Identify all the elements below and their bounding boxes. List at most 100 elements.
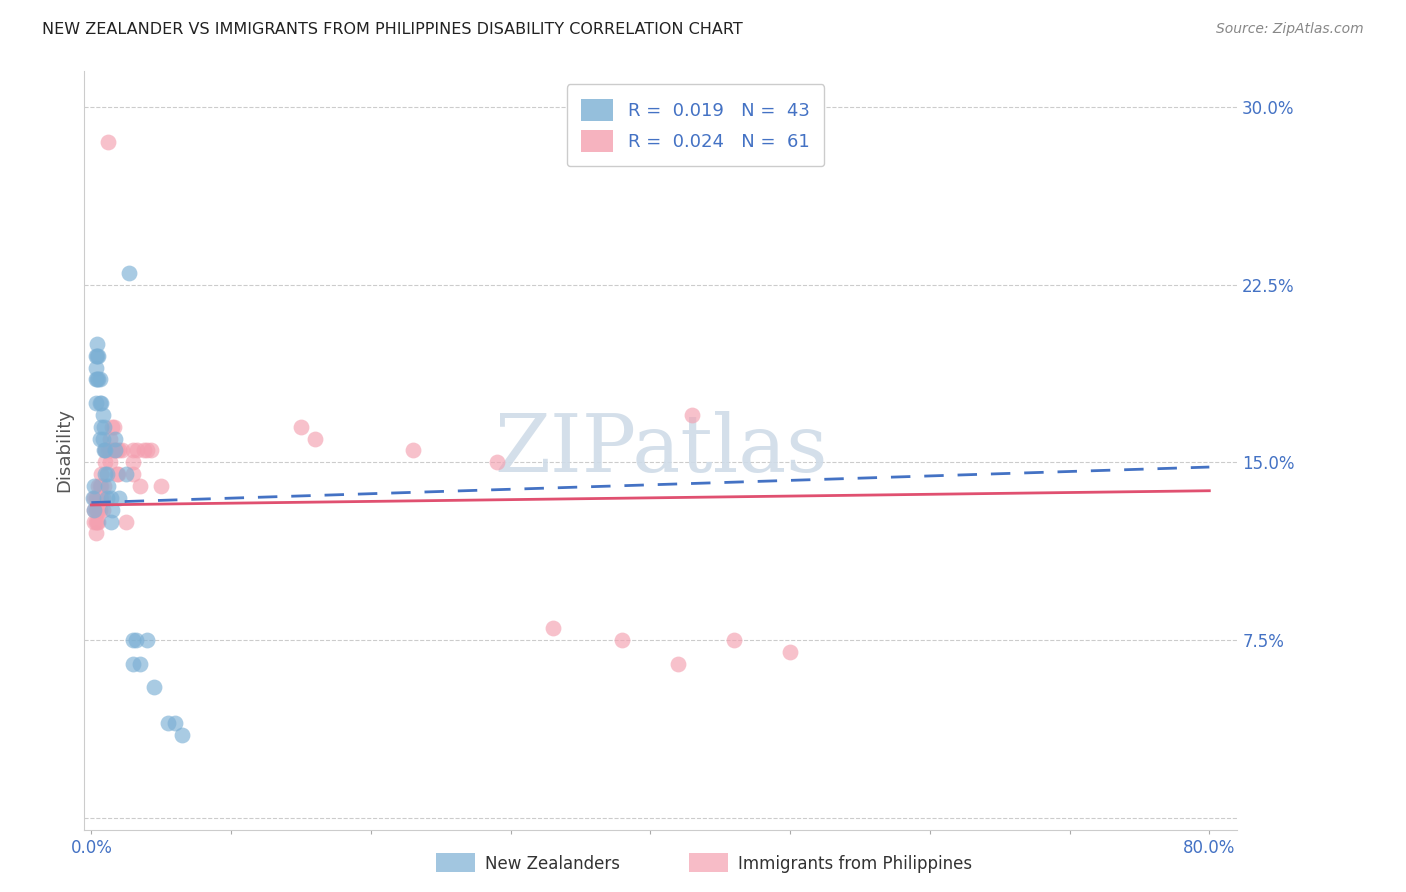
Point [96, 491, 118, 505]
Point [86, 491, 108, 505]
Point [89, 372, 111, 386]
Point [779, 645, 801, 659]
Point [97, 136, 120, 150]
Text: New Zealanders: New Zealanders [485, 855, 620, 873]
Point [83, 491, 105, 505]
Point [150, 479, 173, 493]
Point [402, 443, 425, 458]
Point [84, 526, 107, 541]
Point [86, 349, 108, 363]
Point [122, 657, 145, 671]
Point [89, 491, 111, 505]
Point [141, 443, 163, 458]
Point [89, 479, 111, 493]
Point [98, 443, 121, 458]
Point [86, 515, 108, 529]
Point [82, 491, 104, 505]
Point [129, 657, 152, 671]
Point [541, 621, 564, 635]
Point [86, 502, 108, 516]
Point [136, 633, 159, 648]
Point [107, 467, 129, 482]
Point [83, 502, 105, 516]
Point [681, 408, 703, 422]
Point [122, 633, 145, 648]
Point [84, 491, 107, 505]
Point [91, 432, 114, 446]
Point [103, 419, 125, 434]
Point [87, 491, 110, 505]
Point [129, 479, 152, 493]
Point [97, 479, 120, 493]
Point [87, 502, 110, 516]
Point [122, 443, 145, 458]
Point [87, 372, 110, 386]
Point [84, 515, 107, 529]
Point [304, 432, 326, 446]
Point [98, 455, 121, 469]
Point [89, 432, 111, 446]
Point [87, 515, 110, 529]
Point [101, 419, 124, 434]
Point [90, 467, 112, 482]
Point [97, 443, 120, 458]
Point [118, 266, 141, 280]
Point [108, 491, 131, 505]
Point [100, 491, 122, 505]
Point [100, 515, 122, 529]
Text: Immigrants from Philippines: Immigrants from Philippines [738, 855, 973, 873]
Point [111, 443, 134, 458]
Point [172, 728, 194, 742]
Point [136, 443, 159, 458]
Point [290, 419, 312, 434]
Point [127, 443, 149, 458]
Text: ZIPatlas: ZIPatlas [494, 411, 828, 490]
Point [94, 443, 117, 458]
Point [93, 443, 115, 458]
Point [91, 408, 114, 422]
Text: Source: ZipAtlas.com: Source: ZipAtlas.com [1216, 22, 1364, 37]
Point [125, 633, 148, 648]
Point [143, 681, 166, 695]
Point [91, 502, 114, 516]
Point [86, 336, 108, 351]
Point [96, 467, 118, 482]
Point [157, 715, 180, 730]
Point [666, 657, 689, 671]
Point [115, 467, 138, 482]
Point [485, 455, 508, 469]
Point [93, 479, 115, 493]
Point [90, 479, 112, 493]
Point [122, 455, 145, 469]
Text: NEW ZEALANDER VS IMMIGRANTS FROM PHILIPPINES DISABILITY CORRELATION CHART: NEW ZEALANDER VS IMMIGRANTS FROM PHILIPP… [42, 22, 742, 37]
Point [84, 360, 107, 375]
Point [101, 443, 124, 458]
Point [115, 515, 138, 529]
Point [84, 502, 107, 516]
Point [83, 515, 105, 529]
Point [108, 443, 131, 458]
Point [105, 443, 128, 458]
Point [91, 491, 114, 505]
Point [90, 419, 112, 434]
Point [612, 633, 634, 648]
Point [94, 467, 117, 482]
Point [94, 443, 117, 458]
Point [165, 715, 187, 730]
Point [93, 419, 115, 434]
Point [89, 396, 111, 410]
Point [104, 432, 127, 446]
Point [105, 467, 128, 482]
Point [98, 432, 121, 446]
Point [90, 396, 112, 410]
Point [87, 479, 110, 493]
Point [87, 349, 110, 363]
Point [134, 443, 156, 458]
Point [101, 502, 124, 516]
Point [86, 372, 108, 386]
Point [122, 467, 145, 482]
Point [90, 491, 112, 505]
Point [89, 502, 111, 516]
Point [83, 479, 105, 493]
Point [83, 502, 105, 516]
